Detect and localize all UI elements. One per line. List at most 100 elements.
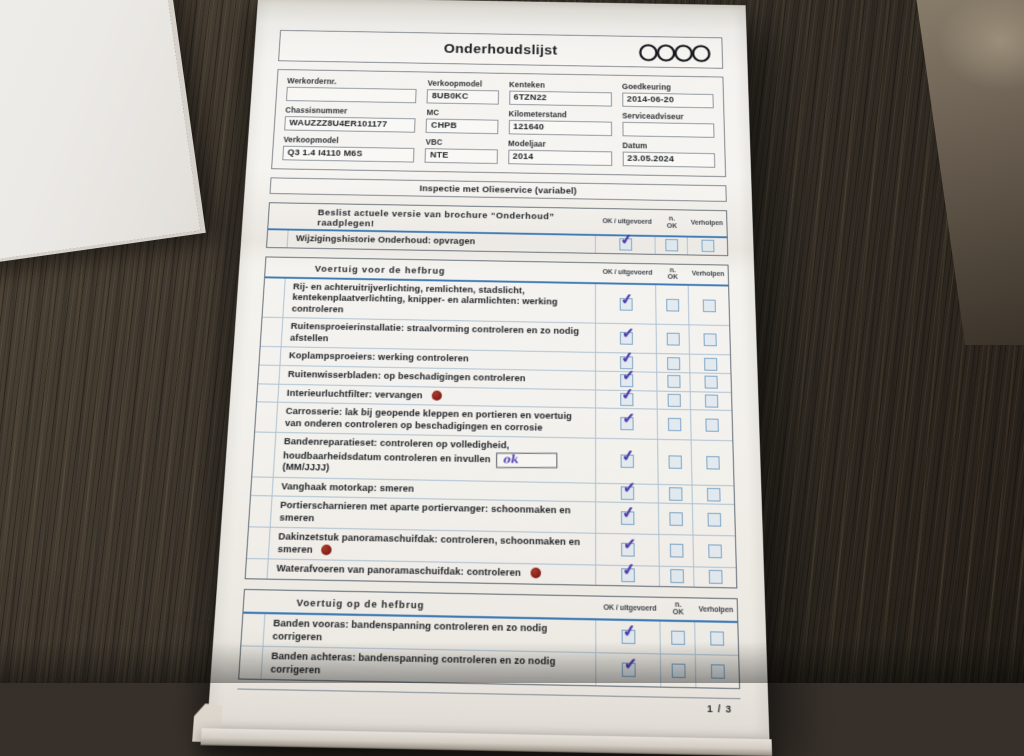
red-dot-marker: [431, 390, 441, 400]
service-type-banner: Inspectie met Olieservice (variabel): [270, 177, 727, 202]
column-header-nok: n. OK: [657, 267, 689, 282]
checklist-section: Beslist actuele versie van brochure “Ond…: [266, 202, 728, 255]
checkbox-cell-verholpen: [692, 504, 735, 535]
checkbox-verholpen: [708, 544, 722, 558]
ink-checkmark: ✓: [621, 409, 635, 428]
row-description: Ruitensproeierinstallatie: straalvorming…: [282, 318, 595, 352]
checkbox-cell-verholpen: [688, 286, 730, 326]
gutter-cell: [251, 477, 274, 495]
title-bar: Onderhoudslijst: [278, 30, 723, 69]
checkbox-cell-nok: [656, 391, 690, 409]
column-header-verholpen: Verholpen: [688, 271, 728, 279]
checkbox-cell-ok: ✓: [595, 566, 659, 586]
column-header-nok-line1: n.: [670, 267, 676, 274]
checkbox-cell-nok: [658, 535, 693, 566]
checkbox-verholpen: [704, 376, 717, 389]
ink-checkmark: ✓: [620, 446, 635, 465]
gutter-cell: [246, 559, 269, 578]
checkbox-verholpen: [708, 570, 722, 584]
ink-checkmark: ✓: [621, 324, 634, 342]
gutter-cell: [259, 347, 281, 365]
checkbox-ok: ✓: [621, 630, 635, 644]
form-field-label: MC: [427, 109, 499, 118]
checkbox-ok: ✓: [620, 417, 633, 430]
checkbox-cell-nok: [660, 655, 696, 688]
checkbox-ok: ✓: [621, 543, 635, 557]
row-text: Koplampsproeiers: werking controleren: [289, 351, 469, 364]
form-field: Datum 23.05.2024: [622, 142, 715, 168]
form-field: Goedkeuring 2014-06-20: [622, 83, 714, 108]
column-header-ok: OK / uitgevoerd: [598, 218, 656, 226]
checkbox-nok: [671, 664, 685, 679]
checkbox-verholpen: [704, 394, 717, 407]
section-title: Voertuig op de hefbrug: [265, 596, 599, 614]
row-text: Banden achteras: bandenspanning controle…: [270, 650, 555, 675]
column-header-nok: n. OK: [656, 216, 687, 231]
checkbox-cell-verholpen: [690, 392, 732, 410]
row-text: Bandenreparatieset: controleren op volle…: [283, 436, 510, 464]
form-field-label: Modeljaar: [508, 140, 612, 150]
checkbox-cell-ok: ✓: [595, 408, 657, 438]
checkbox-ok: ✓: [620, 511, 634, 525]
checkbox-verholpen: [706, 456, 720, 470]
page-number: 1 / 3: [707, 703, 732, 716]
document-content: Onderhoudslijst Werkordernr. Verkoopmode…: [207, 0, 770, 741]
checkbox-nok: [668, 455, 681, 469]
checkbox-cell-verholpen: [689, 373, 731, 391]
form-field: Kenteken 6TZN22: [509, 81, 612, 107]
checkbox-nok: [669, 512, 683, 526]
checkbox-verholpen: [701, 240, 714, 252]
form-field: Chassisnummer WAUZZZ8U4ER101177: [284, 106, 416, 132]
vehicle-info-form: Werkordernr. Verkoopmodel 8UB0KC Kenteke…: [271, 69, 726, 177]
checklist-section: Voertuig op de hefbrug OK / uitgevoerd n…: [238, 589, 740, 690]
form-field-label: Goedkeuring: [622, 83, 713, 92]
checkbox-cell-verholpen: [688, 326, 730, 355]
form-field-label: VBC: [426, 138, 498, 147]
ink-checkmark: ✓: [619, 290, 633, 308]
row-text: Portierscharnieren met aparte portiervan…: [279, 500, 571, 523]
checkbox-ok: ✓: [621, 663, 635, 678]
form-field: MC CHPB: [426, 109, 498, 134]
row-description: Dakinzetstuk panoramaschuifdak: controle…: [269, 528, 595, 565]
ink-checkmark: ✓: [622, 478, 636, 497]
form-field: Verkoopmodel 8UB0KC: [427, 80, 499, 105]
row-text: Carrosserie: lak bij geopende kleppen en…: [285, 406, 572, 432]
column-header-ok: OK / uitgevoerd: [598, 269, 657, 277]
checkbox-cell-verholpen: [691, 485, 734, 504]
checkbox-cell-nok: [656, 354, 689, 372]
row-description: Carrosserie: lak bij geopende kleppen en…: [276, 403, 595, 438]
checkbox-verholpen: [703, 334, 716, 347]
checkbox-cell-nok: [654, 237, 687, 254]
form-field-label: Chassisnummer: [285, 106, 416, 116]
checkbox-verholpen: [710, 664, 724, 679]
row-text: Ruitensproeierinstallatie: straalvorming…: [290, 322, 579, 344]
checkbox-cell-verholpen: [693, 568, 736, 588]
checkbox-cell-nok: [659, 567, 694, 586]
gutter-cell: [249, 496, 273, 527]
gutter-cell: [261, 318, 284, 347]
form-field-value: 121640: [508, 120, 611, 136]
section-rows: Rij- en achteruitrijverlichting, remlich…: [246, 278, 737, 587]
checkbox-cell-nok: [657, 440, 691, 484]
form-field-value: 6TZN22: [509, 91, 612, 107]
checkbox-nok: [671, 631, 685, 645]
red-dot-marker: [321, 544, 332, 555]
section-title: Voertuig voor de hefbrug: [285, 262, 598, 278]
form-field: Werkordernr.: [286, 77, 417, 103]
row-description: Bandenreparatieset: controleren op volle…: [274, 433, 595, 482]
row-description: Banden achteras: bandenspanning controle…: [262, 647, 596, 685]
checkbox-cell-ok: ✓: [595, 236, 655, 254]
checkbox-nok: [666, 333, 679, 346]
document-paper-wrap: Onderhoudslijst Werkordernr. Verkoopmode…: [207, 0, 770, 741]
form-field: Serviceadviseur: [622, 112, 714, 138]
checklist-tables: Beslist actuele versie van brochure “Ond…: [238, 202, 740, 689]
ink-checkmark: ✓: [621, 560, 636, 580]
checkbox-ok: ✓: [619, 298, 632, 311]
column-header-nok-line2: OK: [673, 609, 684, 618]
red-dot-marker: [530, 568, 541, 579]
checklist-row: Bandenreparatieset: controleren op volle…: [252, 432, 733, 485]
row-text: Vanghaak motorkap: smeren: [281, 481, 414, 494]
gutter-cell: [241, 614, 265, 646]
form-field-value: NTE: [425, 148, 498, 164]
checkbox-cell-nok: [655, 285, 688, 325]
